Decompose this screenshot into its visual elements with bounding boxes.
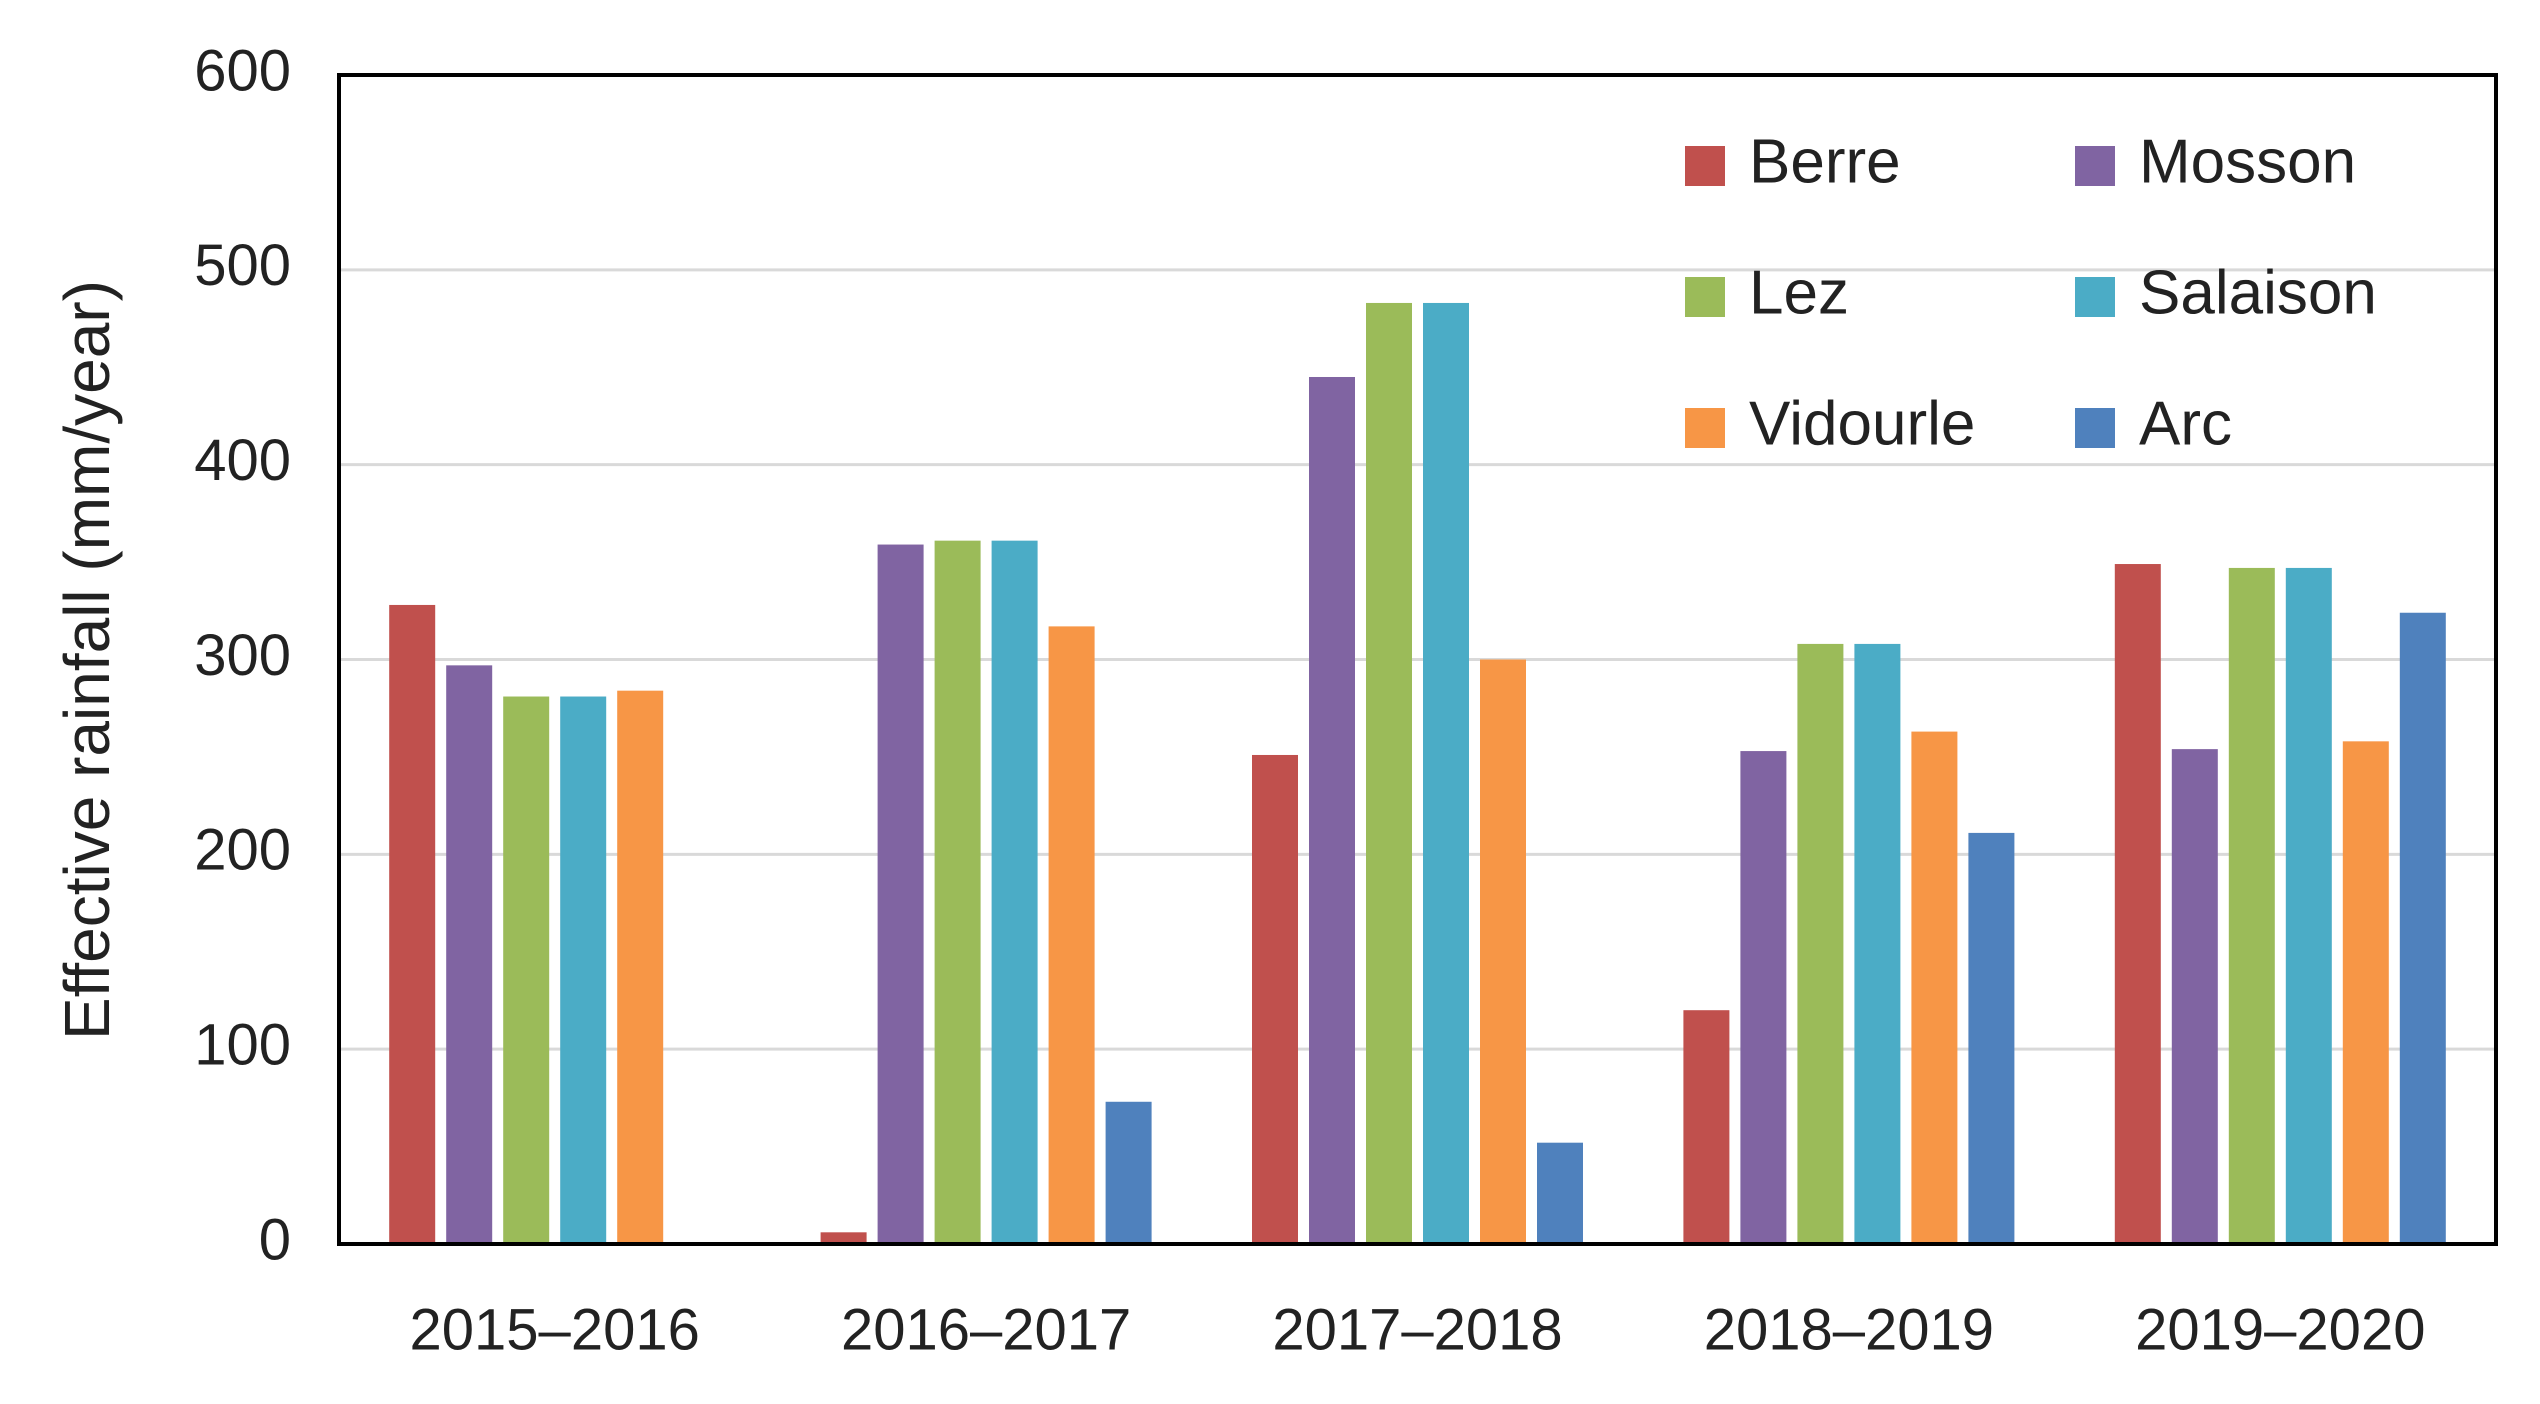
legend-label: Salaison (2139, 258, 2377, 327)
bar (1968, 832, 2015, 1244)
legend-label: Lez (1749, 258, 1849, 327)
bar (934, 540, 981, 1244)
bar (389, 604, 436, 1244)
bar (1797, 643, 1844, 1244)
bar (1683, 1010, 1730, 1244)
y-tick-label: 600 (194, 38, 291, 103)
legend-swatch (1685, 408, 1725, 448)
legend-swatch (2075, 277, 2115, 317)
bar (877, 544, 924, 1244)
x-tick-label: 2017–2018 (1272, 1297, 1562, 1362)
y-tick-label: 400 (194, 428, 291, 493)
legend-label: Arc (2139, 389, 2232, 458)
bar (1048, 626, 1095, 1244)
x-tick-label: 2015–2016 (410, 1297, 700, 1362)
legend-label: Berre (1749, 127, 1901, 196)
legend-swatch (2075, 146, 2115, 186)
bar (820, 1232, 867, 1244)
bar (1480, 659, 1526, 1244)
x-tick-label: 2016–2017 (841, 1297, 1131, 1362)
y-tick-label: 200 (194, 818, 291, 883)
legend-swatch (1685, 146, 1725, 186)
bar (1854, 643, 1901, 1244)
bar (1423, 302, 1469, 1245)
bar (503, 696, 550, 1244)
bar (2114, 564, 2161, 1244)
y-tick-label: 100 (194, 1012, 291, 1077)
bar (1740, 751, 1787, 1244)
legend-label: Mosson (2139, 127, 2356, 196)
bar (560, 696, 607, 1244)
x-tick-label: 2018–2019 (1704, 1297, 1994, 1362)
x-tick-label: 2019–2020 (2135, 1297, 2425, 1362)
bar (1537, 1142, 1583, 1244)
bar (1105, 1101, 1152, 1244)
bar (1911, 731, 1958, 1244)
bar (1366, 302, 1412, 1245)
y-tick-label: 300 (194, 623, 291, 688)
bar (2171, 749, 2218, 1244)
bar (2342, 741, 2389, 1244)
y-tick-label: 500 (194, 233, 291, 298)
y-axis-title: Effective rainfall (mm/year) (51, 280, 123, 1040)
bar (2285, 567, 2332, 1244)
legend-swatch (1685, 277, 1725, 317)
plot-frame (337, 73, 2498, 1246)
bar (2399, 612, 2446, 1244)
legend-label: Vidourle (1749, 389, 1975, 458)
bar (446, 665, 493, 1244)
bar (991, 540, 1038, 1244)
bar (1309, 376, 1355, 1244)
legend-swatch (2075, 408, 2115, 448)
bar (2228, 567, 2275, 1244)
bar (1252, 754, 1298, 1244)
bar (617, 690, 664, 1244)
y-tick-label: 0 (259, 1207, 291, 1272)
